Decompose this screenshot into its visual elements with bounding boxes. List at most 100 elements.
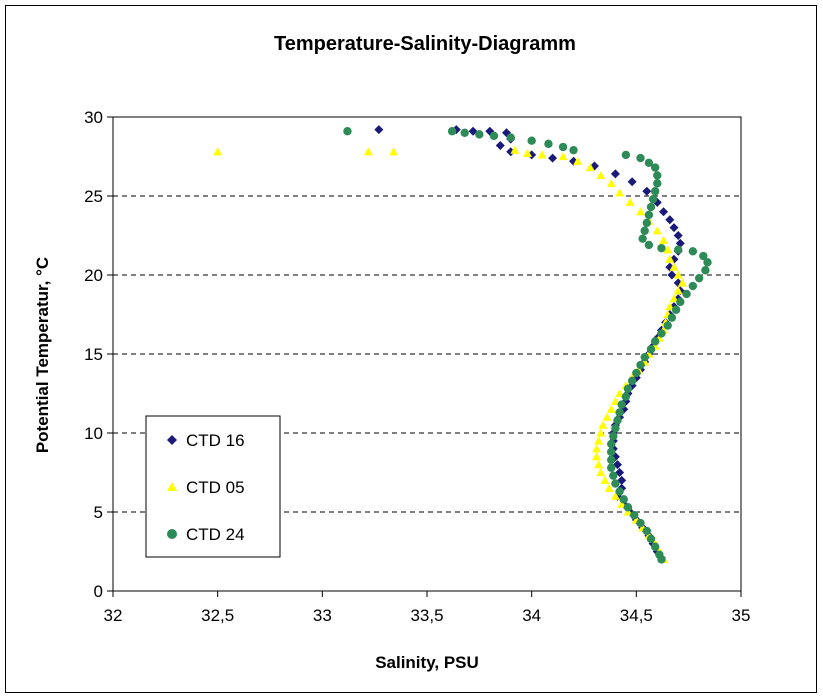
y-axis-ticks: 0 5 10 15 20 25 30 bbox=[84, 108, 113, 601]
data-point bbox=[596, 428, 606, 437]
data-point bbox=[644, 210, 654, 220]
data-point bbox=[653, 171, 662, 180]
data-point bbox=[606, 178, 616, 187]
data-point bbox=[615, 188, 625, 197]
data-point bbox=[646, 534, 656, 544]
data-point bbox=[657, 329, 666, 338]
data-point bbox=[640, 352, 649, 362]
data-point bbox=[343, 127, 352, 136]
x-tick-label: 32,5 bbox=[201, 606, 234, 625]
data-point bbox=[548, 153, 558, 163]
data-point bbox=[703, 258, 712, 267]
data-point bbox=[558, 152, 568, 161]
data-point bbox=[569, 145, 578, 155]
legend: CTD 16 CTD 05 CTD 24 bbox=[145, 415, 281, 558]
legend-marker bbox=[167, 482, 177, 491]
y-tick-label: 0 bbox=[94, 582, 103, 601]
data-point bbox=[652, 226, 662, 235]
x-tick-label: 32 bbox=[104, 606, 123, 625]
data-point bbox=[663, 321, 672, 330]
legend-marker bbox=[167, 529, 177, 539]
data-point bbox=[585, 163, 595, 172]
data-point bbox=[489, 131, 499, 141]
data-point bbox=[669, 294, 679, 303]
data-point bbox=[610, 491, 620, 500]
data-point bbox=[665, 215, 675, 225]
data-point bbox=[617, 400, 626, 409]
y-tick-label: 15 bbox=[84, 345, 103, 364]
data-point bbox=[602, 412, 612, 421]
data-point bbox=[615, 408, 624, 417]
data-point bbox=[642, 186, 652, 196]
data-point bbox=[665, 302, 675, 311]
data-point bbox=[611, 479, 620, 488]
data-point bbox=[632, 368, 641, 378]
x-tick-label: 35 bbox=[732, 606, 751, 625]
data-point bbox=[363, 147, 373, 156]
data-point bbox=[663, 245, 673, 254]
data-point bbox=[604, 483, 614, 492]
data-point bbox=[596, 468, 606, 477]
legend-label: CTD 16 bbox=[186, 431, 245, 450]
x-tick-label: 34 bbox=[522, 606, 541, 625]
data-point bbox=[573, 156, 583, 165]
legend-label: CTD 05 bbox=[186, 478, 245, 497]
data-point bbox=[600, 475, 610, 484]
data-point bbox=[592, 452, 602, 461]
data-point bbox=[460, 128, 469, 137]
data-point bbox=[659, 235, 669, 244]
data-point bbox=[596, 170, 606, 180]
data-point bbox=[630, 510, 639, 520]
data-point bbox=[669, 223, 679, 233]
data-point bbox=[213, 147, 223, 156]
data-point bbox=[642, 218, 651, 228]
legend-label: CTD 24 bbox=[186, 525, 245, 544]
data-point bbox=[606, 404, 616, 413]
data-point bbox=[694, 273, 704, 283]
data-point bbox=[650, 163, 660, 172]
data-point bbox=[594, 436, 604, 445]
data-point bbox=[648, 194, 658, 204]
data-points bbox=[213, 125, 712, 564]
data-point bbox=[667, 270, 677, 280]
chart-frame bbox=[5, 5, 817, 693]
data-point bbox=[495, 140, 505, 150]
data-point bbox=[627, 177, 637, 187]
data-point bbox=[607, 463, 616, 472]
data-point bbox=[673, 270, 683, 279]
data-point bbox=[609, 431, 618, 441]
y-tick-label: 20 bbox=[84, 266, 103, 285]
series-ctd-16 bbox=[374, 125, 685, 563]
data-point bbox=[638, 234, 647, 243]
y-tick-label: 25 bbox=[84, 187, 103, 206]
data-point bbox=[636, 518, 645, 528]
data-point bbox=[610, 169, 620, 179]
chart-title: Temperature-Salinity-Diagramm bbox=[274, 33, 576, 55]
y-tick-label: 10 bbox=[84, 424, 103, 443]
data-point bbox=[374, 125, 384, 135]
series-ctd-24 bbox=[343, 127, 712, 564]
data-point bbox=[447, 127, 457, 136]
data-point bbox=[677, 278, 687, 287]
data-point bbox=[644, 240, 654, 250]
data-point bbox=[642, 526, 651, 536]
data-point bbox=[650, 337, 660, 346]
data-point bbox=[607, 455, 616, 465]
legend-marker bbox=[167, 435, 177, 445]
data-point bbox=[522, 148, 532, 157]
data-point bbox=[621, 150, 631, 160]
x-tick-label: 33 bbox=[313, 606, 332, 625]
data-point bbox=[621, 392, 631, 401]
x-axis-label: Salinity, PSU bbox=[375, 653, 479, 672]
data-point bbox=[669, 262, 679, 271]
data-point bbox=[607, 447, 616, 457]
data-point bbox=[623, 503, 633, 512]
data-point bbox=[640, 226, 649, 235]
data-point bbox=[657, 243, 666, 253]
data-point bbox=[615, 389, 625, 398]
data-point bbox=[537, 150, 547, 159]
data-point bbox=[594, 460, 604, 469]
x-tick-label: 34,5 bbox=[620, 606, 653, 625]
data-point bbox=[598, 420, 608, 429]
